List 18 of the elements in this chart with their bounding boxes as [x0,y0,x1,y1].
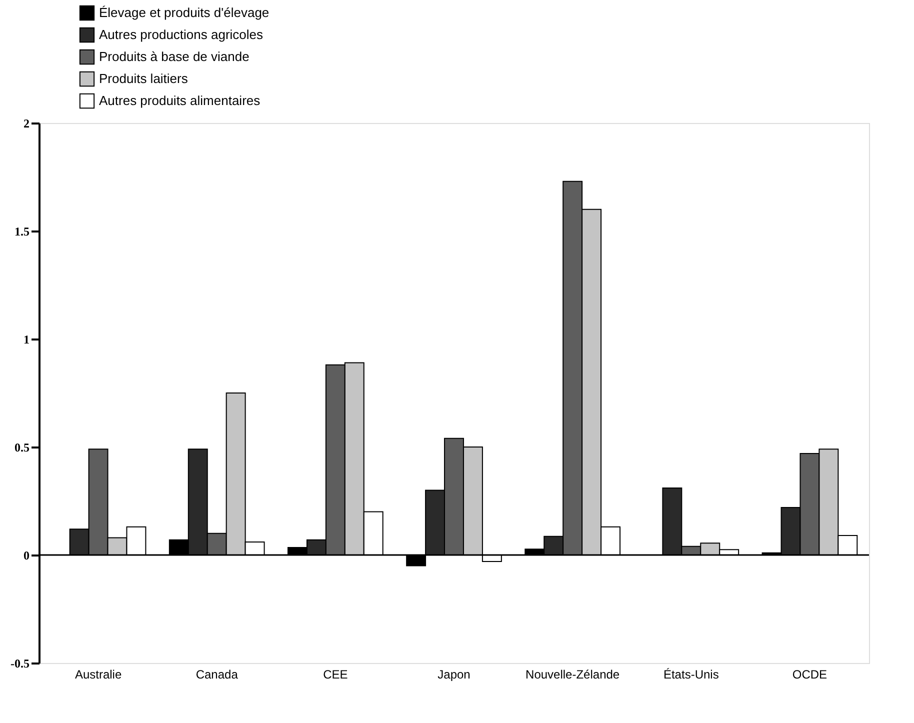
y-tick-label: 0.5 [14,440,30,454]
x-tick-label: Nouvelle-Zélande [526,668,620,682]
legend-label: Autres productions agricoles [99,27,264,42]
y-tick-label: 1.5 [14,224,30,238]
y-tick-label: 2 [24,116,30,130]
x-tick-label: CEE [323,668,348,682]
legend-label: Produits à base de viande [99,49,250,64]
x-tick-label: Canada [196,668,238,682]
x-tick-label: Japon [438,668,470,682]
x-tick-label: États-Unis [663,668,719,682]
legend-label: Produits laitiers [99,71,188,86]
legend-label: Autres produits alimentaires [99,93,261,108]
legend-label: Élevage et produits d'élevage [99,5,270,20]
x-tick-label: Australie [74,668,122,682]
y-tick-label: 0 [24,548,30,562]
y-tick-label: 1 [24,332,30,346]
y-tick-label: -0.5 [10,656,30,670]
x-tick-label: OCDE [792,668,828,682]
